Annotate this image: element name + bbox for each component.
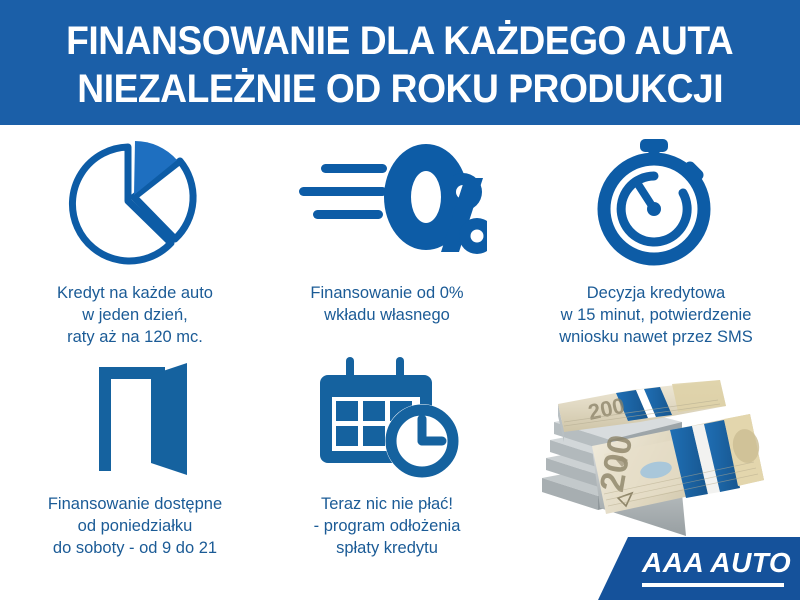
feature-grid: Kredyt na każde auto w jeden dzień, raty… xyxy=(0,125,800,600)
feature-credit: Kredyt na każde auto w jeden dzień, raty… xyxy=(0,133,270,348)
calendar-clock-icon xyxy=(312,355,462,483)
feature-zero-percent: Finansowanie od 0% wkładu własnego xyxy=(262,133,512,326)
caption-line: Decyzja kredytowa xyxy=(586,284,726,302)
banner-headline-line-2: NIEZALEŻNIE OD ROKU PRODUKCJI xyxy=(77,66,723,111)
feature-zero-percent-caption: Finansowanie od 0% wkładu własnego xyxy=(310,282,463,326)
feature-deferred-payment-caption: Teraz nic nie płać! - program odłożenia … xyxy=(314,493,461,559)
header-banner: FINANSOWANIE DLA KAŻDEGO AUTA NIEZALEŻNI… xyxy=(0,0,800,125)
caption-line: w 15 minut, potwierdzenie xyxy=(560,306,752,324)
caption-line: Kredyt na każde auto xyxy=(57,284,213,302)
feature-opening-hours: Finansowanie dostępne od poniedziałku do… xyxy=(0,355,270,559)
banner-headline-line-1: FINANSOWANIE DLA KAŻDEGO AUTA xyxy=(66,18,734,63)
stopwatch-icon xyxy=(588,133,724,268)
caption-line: Teraz nic nie płać! xyxy=(320,495,454,513)
caption-line: spłaty kredytu xyxy=(336,539,438,557)
banknote-bundles-photo: 200 200 xyxy=(520,360,800,550)
caption-line: Finansowanie dostępne xyxy=(47,495,223,513)
aaa-auto-logo[interactable]: AAA AUTO xyxy=(598,537,800,600)
pie-chart-icon xyxy=(60,133,210,268)
logo-text: AAA AUTO xyxy=(642,547,792,578)
logo-background-shape xyxy=(598,537,800,600)
zero-percent-icon xyxy=(287,133,487,268)
feature-credit-caption: Kredyt na każde auto w jeden dzień, raty… xyxy=(57,282,213,348)
caption-line: wkładu własnego xyxy=(324,306,450,324)
caption-line: w jeden dzień, xyxy=(82,306,188,324)
caption-line: - program odłożenia xyxy=(313,517,461,535)
caption-line: wniosku nawet przez SMS xyxy=(559,328,753,346)
caption-line: od poniedziałku xyxy=(77,517,193,535)
feature-decision: Decyzja kredytowa w 15 minut, potwierdze… xyxy=(512,133,800,348)
open-door-icon xyxy=(69,355,201,483)
feature-decision-caption: Decyzja kredytowa w 15 minut, potwierdze… xyxy=(559,282,753,348)
feature-deferred-payment: Teraz nic nie płać! - program odłożenia … xyxy=(262,355,512,559)
feature-opening-hours-caption: Finansowanie dostępne od poniedziałku do… xyxy=(48,493,222,559)
caption-line: do soboty - od 9 do 21 xyxy=(52,539,218,557)
caption-line: raty aż na 120 mc. xyxy=(67,328,203,346)
caption-line: Finansowanie od 0% xyxy=(310,284,464,302)
logo-underline xyxy=(642,583,784,587)
